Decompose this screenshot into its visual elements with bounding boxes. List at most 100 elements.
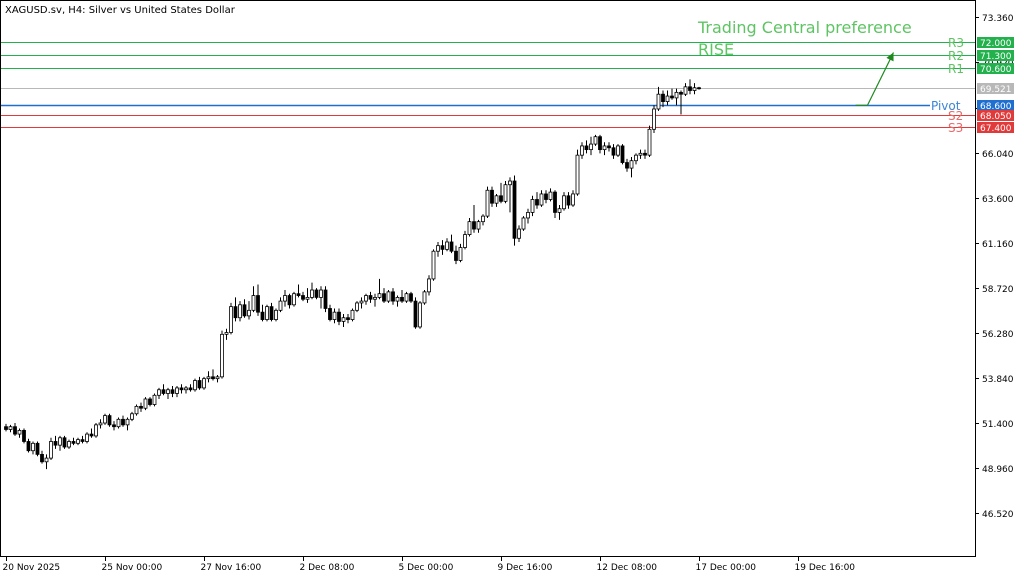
candle	[607, 142, 611, 152]
candle-body-bear	[35, 442, 40, 455]
candle-body-bull	[503, 184, 508, 202]
candle	[548, 188, 553, 202]
candle-body-bear	[400, 296, 404, 302]
candle	[17, 428, 22, 438]
time-tick-label: 20 Nov 2025	[3, 563, 61, 573]
candle	[377, 278, 382, 300]
candle-body-bull	[98, 422, 103, 426]
candle	[283, 290, 287, 307]
forecast-arrow-shaft	[866, 52, 895, 106]
candle	[431, 249, 436, 281]
candle	[80, 435, 85, 444]
level-name-r2: R2	[948, 49, 964, 63]
candle-body-bull	[539, 193, 544, 206]
candle	[242, 299, 247, 318]
candle-body-bear	[287, 295, 292, 306]
candle-body-bull	[134, 405, 139, 415]
candle	[247, 301, 251, 320]
candle-body-bull	[593, 136, 598, 145]
candle	[202, 376, 206, 390]
candle-body-bear	[62, 437, 67, 448]
candle-body-bull	[436, 245, 440, 252]
candle-body-bull	[130, 413, 134, 420]
candle-body-bull	[674, 91, 679, 99]
candle-body-bear	[22, 429, 26, 442]
candle	[265, 304, 269, 322]
trading-central-label: Trading Central preference	[697, 18, 912, 37]
candle	[292, 291, 296, 307]
candle	[94, 423, 98, 438]
candle-body-bull	[310, 289, 314, 298]
candle-body-bear	[625, 162, 629, 169]
candle-body-bull	[265, 306, 269, 320]
symbol-title: XAGUSD.sv, H4: Silver vs United States D…	[5, 5, 236, 16]
level-name-r3: R3	[948, 36, 964, 50]
candle	[575, 149, 580, 196]
candle-body-bear	[553, 191, 557, 213]
time-tick-label: 17 Dec 00:00	[696, 563, 757, 573]
candle-body-bear	[679, 91, 683, 95]
candle-body-bull	[247, 309, 251, 317]
candle-body-bull	[292, 293, 296, 306]
candle-body-bear	[148, 398, 152, 405]
candle-body-bear	[139, 405, 143, 409]
price-tick-label: 48.960	[982, 465, 1014, 475]
chart-frame	[0, 0, 976, 557]
candle	[571, 190, 575, 207]
candle	[656, 86, 661, 111]
candle	[409, 291, 413, 303]
candle-body-bear	[80, 439, 85, 442]
candle	[193, 378, 197, 392]
candle	[269, 302, 274, 322]
candle	[175, 386, 179, 398]
candle-body-bull	[359, 300, 364, 304]
candle	[125, 417, 130, 431]
candle	[346, 314, 350, 324]
candle	[674, 88, 679, 106]
candle	[139, 402, 143, 412]
candle	[436, 241, 440, 257]
candle	[337, 308, 341, 326]
candle	[134, 404, 139, 416]
candle-body-bull	[481, 215, 485, 223]
candle-body-bull	[76, 439, 80, 444]
level-price-text-s2: 68.050	[980, 112, 1012, 122]
candle-body-bear	[661, 93, 665, 102]
candle-body-bear	[499, 195, 503, 202]
candle-body-bull	[692, 87, 697, 91]
candle-body-bull	[386, 291, 391, 302]
candle	[517, 225, 521, 242]
candle	[580, 142, 584, 159]
candle	[179, 384, 184, 394]
candle-body-bull	[602, 145, 607, 151]
candle	[652, 105, 656, 133]
candle-body-bear	[179, 387, 184, 391]
candle	[391, 288, 395, 305]
candle-body-bear	[188, 387, 193, 391]
candle-body-bull	[49, 441, 53, 459]
candle	[395, 295, 400, 307]
candle	[683, 83, 688, 97]
candle	[445, 238, 449, 252]
candle	[400, 290, 404, 303]
candle	[602, 142, 607, 156]
candle	[13, 423, 17, 436]
candle-body-bull	[634, 154, 638, 162]
candle-body-bear	[323, 289, 328, 309]
candle-body-bull	[355, 302, 359, 311]
candle	[499, 182, 503, 204]
candle	[413, 297, 418, 329]
candle	[206, 371, 211, 383]
candle-body-bear	[535, 199, 539, 206]
candle	[494, 193, 499, 207]
level-price-badge-r1	[977, 63, 1014, 74]
candle	[472, 205, 476, 233]
candle	[170, 386, 175, 398]
candle	[440, 240, 445, 255]
candle-body-bull	[575, 154, 580, 195]
candle	[211, 369, 215, 381]
candle	[467, 217, 472, 237]
